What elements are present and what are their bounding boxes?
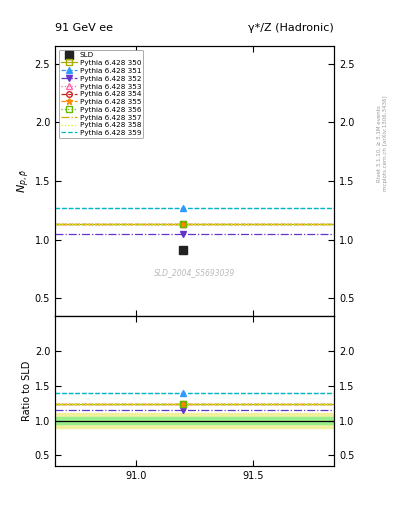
Legend: SLD, Pythia 6.428 350, Pythia 6.428 351, Pythia 6.428 352, Pythia 6.428 353, Pyt: SLD, Pythia 6.428 350, Pythia 6.428 351,… [59,50,143,138]
Text: mcplots.cern.ch [arXiv:1306.3436]: mcplots.cern.ch [arXiv:1306.3436] [383,96,387,191]
Text: 91 GeV ee: 91 GeV ee [55,23,113,33]
Text: SLD_2004_S5693039: SLD_2004_S5693039 [154,268,235,278]
Y-axis label: Ratio to SLD: Ratio to SLD [22,361,32,421]
Bar [55,417,334,424]
Y-axis label: $N_{p,\bar{p}}$: $N_{p,\bar{p}}$ [15,169,32,193]
Text: Rivet 3.1.10, ≥ 3.1M events: Rivet 3.1.10, ≥ 3.1M events [377,105,382,182]
Text: γ*/Z (Hadronic): γ*/Z (Hadronic) [248,23,334,33]
Bar [55,413,334,428]
